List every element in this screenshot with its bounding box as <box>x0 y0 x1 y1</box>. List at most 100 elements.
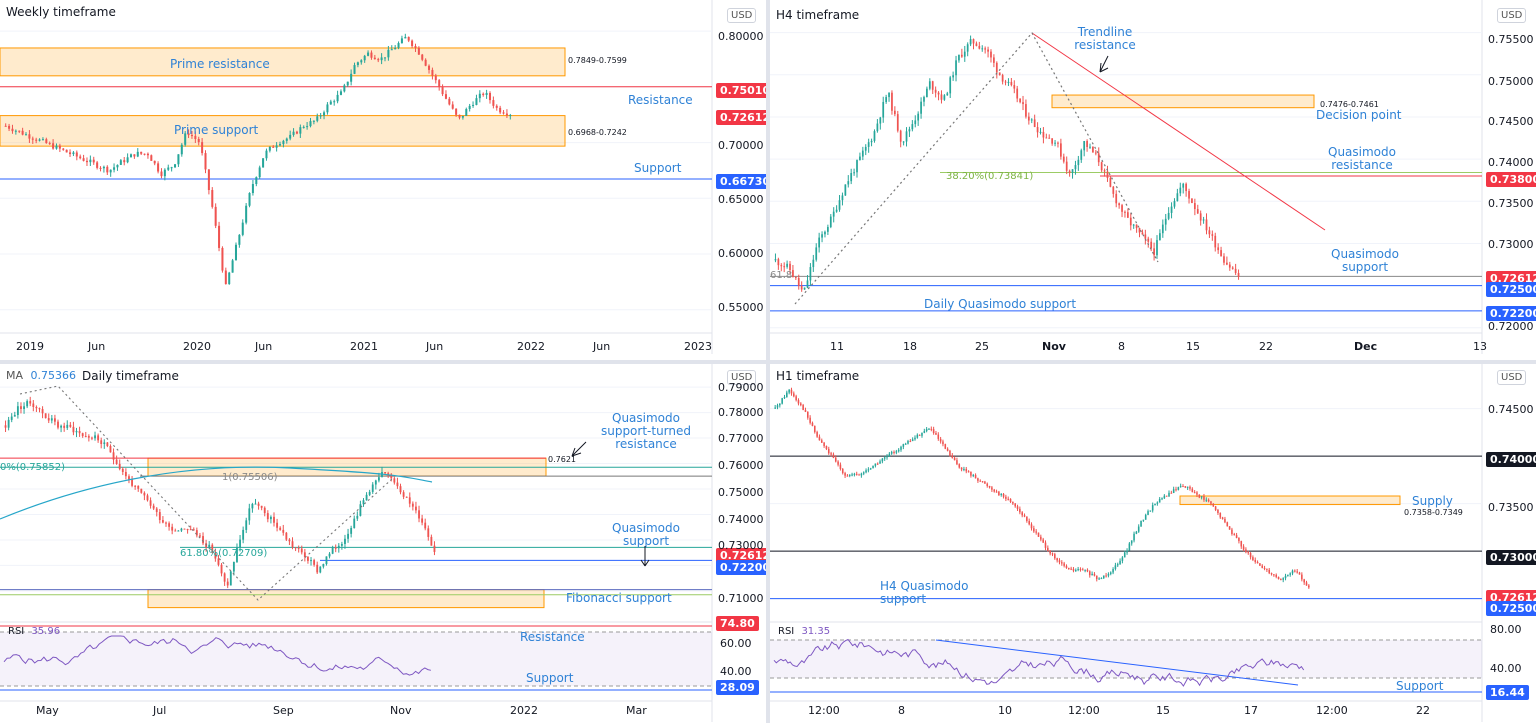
candle-body[interactable] <box>1296 571 1298 573</box>
candle-body[interactable] <box>362 500 365 505</box>
candle-body[interactable] <box>109 169 112 173</box>
candle-body[interactable] <box>981 481 984 483</box>
candle-body[interactable] <box>1023 515 1026 517</box>
candle-body[interactable] <box>1211 234 1214 236</box>
candle-body[interactable] <box>273 516 275 523</box>
candle-body[interactable] <box>418 510 420 519</box>
candle-body[interactable] <box>969 39 972 45</box>
candle-body[interactable] <box>990 51 992 58</box>
candle-body[interactable] <box>1009 498 1012 502</box>
candle-body[interactable] <box>350 528 353 534</box>
candle-body[interactable] <box>1223 256 1225 263</box>
candle-body[interactable] <box>1004 81 1007 83</box>
candle-body[interactable] <box>96 162 99 168</box>
candle-body[interactable] <box>509 115 512 117</box>
candle-body[interactable] <box>69 424 72 427</box>
candle-body[interactable] <box>260 505 263 508</box>
candle-body[interactable] <box>1071 169 1074 174</box>
candle-body[interactable] <box>1086 569 1089 572</box>
candle-body[interactable] <box>1280 579 1282 581</box>
candle-body[interactable] <box>932 429 935 434</box>
candle-body[interactable] <box>1049 550 1051 554</box>
candle-body[interactable] <box>24 134 28 136</box>
candle-body[interactable] <box>1000 493 1003 496</box>
candle-body[interactable] <box>953 457 956 461</box>
candle-body[interactable] <box>1012 501 1014 504</box>
candle-body[interactable] <box>1100 162 1103 171</box>
candle-body[interactable] <box>397 43 400 48</box>
candle-body[interactable] <box>1282 578 1284 580</box>
candle-body[interactable] <box>864 146 867 151</box>
candle-body[interactable] <box>888 92 890 98</box>
candle-body[interactable] <box>292 131 295 135</box>
candle-body[interactable] <box>82 158 85 161</box>
candle-body[interactable] <box>984 481 986 484</box>
candle-body[interactable] <box>374 480 377 485</box>
candle-body[interactable] <box>499 107 502 113</box>
candle-body[interactable] <box>934 89 937 93</box>
candle-body[interactable] <box>856 160 858 173</box>
candle-body[interactable] <box>245 205 248 223</box>
candle-body[interactable] <box>1141 232 1144 235</box>
candle-body[interactable] <box>1207 499 1210 502</box>
h4-chart-panel[interactable]: H4 timeframe USD Trendline resistance De… <box>770 0 1536 360</box>
candle-body[interactable] <box>390 474 393 479</box>
candle-body[interactable] <box>41 139 44 141</box>
candle-body[interactable] <box>1182 183 1185 188</box>
candle-body[interactable] <box>794 276 797 279</box>
candle-body[interactable] <box>890 451 893 454</box>
candle-body[interactable] <box>373 57 376 60</box>
candle-body[interactable] <box>146 153 149 156</box>
candle-body[interactable] <box>1176 193 1179 202</box>
candle-body[interactable] <box>14 130 17 132</box>
candle-body[interactable] <box>1189 486 1191 489</box>
candle-body[interactable] <box>1092 146 1094 153</box>
candle-body[interactable] <box>1284 575 1287 579</box>
candle-body[interactable] <box>394 47 397 50</box>
candle-body[interactable] <box>328 553 331 557</box>
candle-body[interactable] <box>1228 526 1231 530</box>
candle-body[interactable] <box>862 472 865 474</box>
candle-body[interactable] <box>1054 142 1056 144</box>
candle-body[interactable] <box>299 127 302 134</box>
candle-body[interactable] <box>1061 562 1063 564</box>
candle-body[interactable] <box>1226 262 1228 265</box>
candle-body[interactable] <box>363 55 366 61</box>
candle-body[interactable] <box>1072 569 1075 571</box>
candle-body[interactable] <box>62 148 65 150</box>
candle-body[interactable] <box>4 125 7 127</box>
candle-body[interactable] <box>1054 554 1056 559</box>
candle-body[interactable] <box>285 532 288 540</box>
candle-body[interactable] <box>1270 573 1273 575</box>
candle-body[interactable] <box>998 72 1001 76</box>
candle-body[interactable] <box>48 143 51 145</box>
candle-body[interactable] <box>865 470 867 473</box>
candle-body[interactable] <box>1095 575 1098 580</box>
candle-body[interactable] <box>1153 248 1155 256</box>
candle-body[interactable] <box>928 81 931 89</box>
candle-body[interactable] <box>41 409 44 414</box>
candle-body[interactable] <box>211 190 214 207</box>
candle-body[interactable] <box>823 442 825 447</box>
candle-body[interactable] <box>1019 508 1021 513</box>
candle-body[interactable] <box>197 138 200 143</box>
candle-body[interactable] <box>1196 492 1198 495</box>
candle-body[interactable] <box>1057 142 1059 144</box>
candle-body[interactable] <box>1051 553 1054 555</box>
candle-body[interactable] <box>893 110 896 115</box>
candle-body[interactable] <box>998 491 1000 496</box>
candle-body[interactable] <box>262 158 265 168</box>
candle-body[interactable] <box>790 389 793 394</box>
h4-chart-canvas[interactable] <box>770 0 1536 360</box>
candle-body[interactable] <box>157 163 160 172</box>
candle-body[interactable] <box>10 416 13 420</box>
candle-body[interactable] <box>1156 502 1159 504</box>
candle-body[interactable] <box>1128 543 1131 551</box>
candle-body[interactable] <box>1137 526 1140 532</box>
candle-body[interactable] <box>967 471 970 473</box>
candle-body[interactable] <box>797 278 800 286</box>
candle-body[interactable] <box>295 131 298 134</box>
candle-body[interactable] <box>214 206 217 226</box>
candle-body[interactable] <box>251 184 254 194</box>
candle-body[interactable] <box>288 539 291 542</box>
